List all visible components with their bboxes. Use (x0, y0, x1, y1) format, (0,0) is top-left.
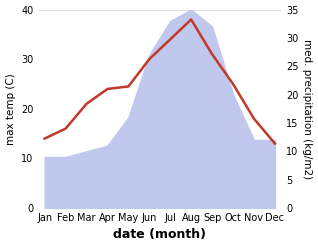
Y-axis label: med. precipitation (kg/m2): med. precipitation (kg/m2) (302, 39, 313, 179)
Y-axis label: max temp (C): max temp (C) (5, 73, 16, 145)
X-axis label: date (month): date (month) (113, 228, 206, 242)
